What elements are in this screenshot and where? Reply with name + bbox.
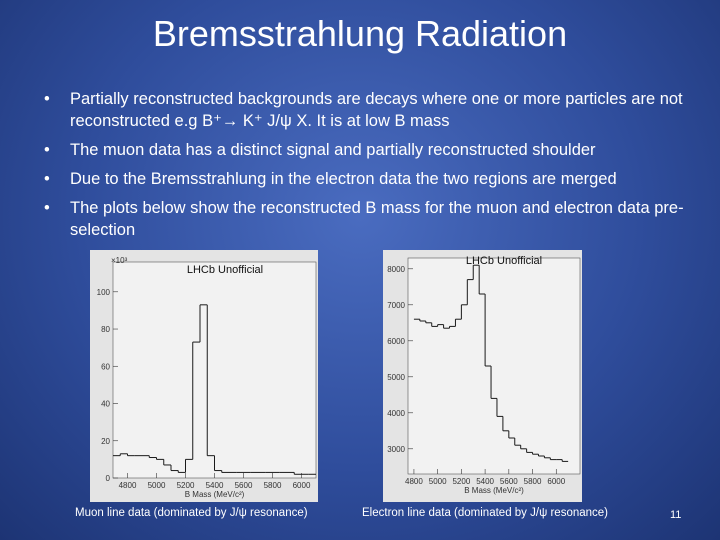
x-tick-label: 5200 bbox=[452, 477, 470, 486]
caption: Muon line data (dominated by J/ψ resonan… bbox=[75, 507, 308, 519]
plot-title: LHCb Unofficial bbox=[466, 255, 542, 267]
x-tick-label: 6000 bbox=[547, 477, 565, 486]
x-tick-label: 5400 bbox=[206, 481, 224, 490]
caption: Electron line data (dominated by J/ψ res… bbox=[362, 507, 608, 519]
y-tick-label: 100 bbox=[97, 288, 111, 297]
bullet: The plots below show the reconstructed B… bbox=[44, 197, 694, 241]
page-number: 11 bbox=[670, 509, 681, 521]
x-tick-label: 5000 bbox=[429, 477, 447, 486]
bullet: The muon data has a distinct signal and … bbox=[44, 139, 694, 161]
y-tick-label: 4000 bbox=[387, 409, 405, 418]
x-tick-label: 5800 bbox=[264, 481, 282, 490]
y-tick-label: 0 bbox=[106, 474, 111, 483]
plot-title: LHCb Unofficial bbox=[187, 264, 263, 276]
y-tick-label: 20 bbox=[101, 437, 110, 446]
plot-area bbox=[112, 261, 317, 479]
y-multiplier: ×10³ bbox=[111, 256, 128, 265]
x-axis-label: B Mass (MeV/c²) bbox=[185, 490, 245, 499]
bullet-list: Partially reconstructed backgrounds are … bbox=[44, 88, 694, 248]
plot-area bbox=[407, 257, 581, 475]
x-tick-label: 5000 bbox=[148, 481, 166, 490]
slide-title: Bremsstrahlung Radiation bbox=[153, 13, 567, 54]
y-tick-label: 40 bbox=[101, 400, 110, 409]
x-tick-label: 5800 bbox=[524, 477, 542, 486]
x-tick-label: 5400 bbox=[476, 477, 494, 486]
y-tick-label: 5000 bbox=[387, 373, 405, 382]
y-tick-label: 7000 bbox=[387, 301, 405, 310]
x-tick-label: 6000 bbox=[293, 481, 311, 490]
x-tick-label: 4800 bbox=[405, 477, 423, 486]
bullet: Partially reconstructed backgrounds are … bbox=[44, 88, 694, 132]
x-tick-label: 4800 bbox=[119, 481, 137, 490]
y-tick-label: 80 bbox=[101, 325, 110, 334]
y-tick-label: 8000 bbox=[387, 265, 405, 274]
x-tick-label: 5200 bbox=[177, 481, 195, 490]
bullet: Due to the Bremsstrahlung in the electro… bbox=[44, 168, 694, 190]
y-tick-label: 60 bbox=[101, 362, 110, 371]
x-axis-label: B Mass (MeV/c²) bbox=[464, 486, 524, 495]
x-tick-label: 5600 bbox=[500, 477, 518, 486]
y-tick-label: 6000 bbox=[387, 337, 405, 346]
y-tick-label: 3000 bbox=[387, 445, 405, 454]
x-tick-label: 5600 bbox=[235, 481, 253, 490]
